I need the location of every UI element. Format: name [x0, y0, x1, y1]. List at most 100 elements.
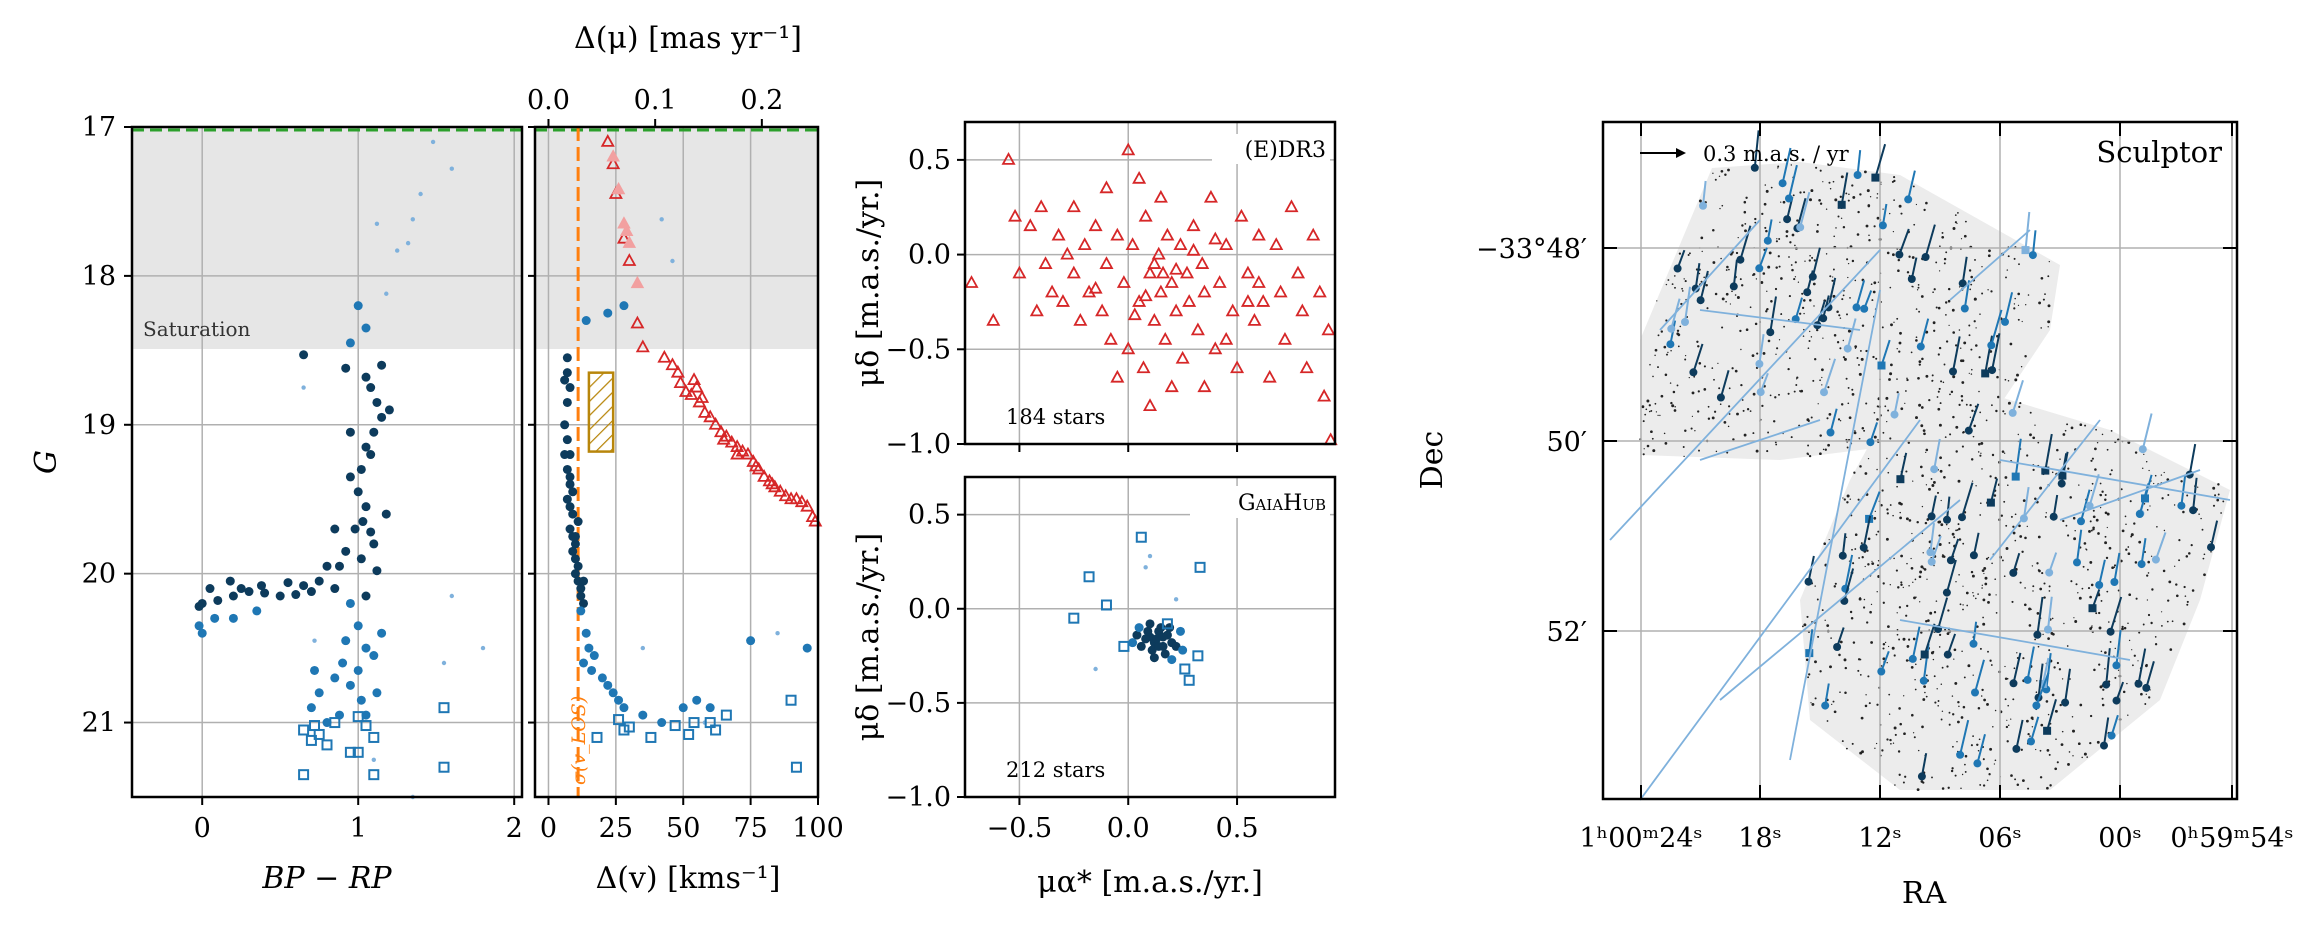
- background-star: [2027, 732, 2030, 736]
- background-star: [2126, 682, 2128, 685]
- background-star: [1979, 454, 1982, 457]
- edr3-point: [1055, 294, 1070, 307]
- pm-vector-square: [2021, 246, 2030, 255]
- velocity-xlabel: Δ(v) [kms⁻¹]: [596, 861, 781, 896]
- cmd-point: [381, 509, 391, 519]
- gaiahub-point: [1068, 612, 1080, 624]
- background-star: [1881, 326, 1884, 329]
- background-star: [1867, 675, 1870, 678]
- pm-vector-head: [1819, 314, 1828, 323]
- background-star: [1905, 614, 1908, 617]
- sigma-label: σ(v_LOS): [568, 696, 590, 785]
- background-star: [2097, 532, 2100, 535]
- pm-vector-head: [1895, 250, 1904, 259]
- pm-vector: [1933, 438, 1941, 470]
- pm-vector-head: [2044, 625, 2052, 634]
- background-star: [1732, 438, 1735, 441]
- pm-vector-head: [1969, 639, 1978, 648]
- pm-vector: [1694, 263, 1701, 289]
- background-star: [1810, 336, 1813, 338]
- background-star: [1958, 403, 1961, 407]
- cmd-point: [345, 338, 355, 348]
- edr3-point: [1034, 199, 1049, 213]
- pm-vector-long: [1899, 619, 2131, 661]
- background-star: [1770, 186, 1773, 189]
- background-star: [1979, 783, 1982, 786]
- background-star: [1978, 390, 1980, 393]
- background-star: [1874, 510, 1876, 513]
- background-star: [2113, 566, 2116, 569]
- pm-vector-head: [2033, 630, 2042, 639]
- background-star: [1939, 456, 1942, 460]
- background-star: [1847, 329, 1851, 333]
- background-star: [1774, 441, 1777, 444]
- background-star: [1913, 223, 1916, 226]
- background-star: [1931, 776, 1933, 779]
- background-star: [2016, 783, 2020, 787]
- background-star: [1940, 380, 1943, 383]
- background-star: [1665, 283, 1668, 286]
- background-star: [2100, 599, 2103, 602]
- pm-vector-head: [1927, 512, 1936, 521]
- gaiahub-point: [1192, 650, 1204, 662]
- pm-vector-square: [1877, 361, 1886, 370]
- velocity-point: [562, 464, 572, 474]
- pm-vector-head: [1973, 759, 1982, 768]
- background-star: [1659, 414, 1661, 417]
- gaiahub-point: [1143, 626, 1153, 636]
- pm-vector: [1976, 733, 1986, 764]
- background-star: [1968, 324, 1971, 327]
- background-star: [1968, 372, 1970, 374]
- pm-vector-square: [1981, 369, 1990, 378]
- background-star: [1869, 196, 1872, 198]
- background-star: [1931, 379, 1934, 382]
- pm-vector: [2180, 475, 2187, 506]
- background-star: [1937, 700, 1940, 702]
- pm-vector-head: [1843, 344, 1852, 353]
- edr3-point: [1001, 152, 1016, 165]
- background-star: [1725, 300, 1727, 303]
- background-star: [2010, 774, 2013, 777]
- background-star: [1974, 597, 1977, 600]
- cmd-point: [260, 588, 270, 598]
- background-star: [2006, 269, 2009, 271]
- background-star: [2005, 547, 2009, 550]
- background-star: [2146, 574, 2149, 577]
- cmd-point: [306, 587, 316, 597]
- background-star: [1951, 532, 1955, 536]
- background-star: [1919, 465, 1923, 469]
- background-star: [2065, 524, 2068, 527]
- gaiahub-point: [1136, 641, 1146, 651]
- background-star: [1952, 745, 1954, 748]
- background-star: [1736, 296, 1740, 299]
- background-star: [2039, 587, 2043, 591]
- pm-vector: [2046, 699, 2057, 732]
- pm-vector-long: [1789, 289, 1881, 761]
- sky-xtick-label: 12ˢ: [1858, 823, 1901, 854]
- background-star: [2074, 529, 2076, 532]
- gaiahub-point: [1128, 638, 1138, 648]
- background-star: [1795, 378, 1798, 380]
- background-star: [1991, 404, 1993, 407]
- background-star: [2047, 304, 2051, 308]
- background-star: [1797, 281, 1800, 283]
- background-star: [1964, 770, 1967, 773]
- edr3-point: [1082, 284, 1097, 298]
- cmd-point: [306, 703, 316, 713]
- pm-vector-long: [1699, 419, 1821, 461]
- background-star: [1673, 275, 1676, 277]
- pm-vector-head: [2106, 627, 2115, 636]
- background-star: [1846, 494, 1850, 498]
- background-star: [1655, 411, 1658, 413]
- background-star: [1955, 581, 1957, 583]
- pm-vector-head: [1716, 393, 1725, 402]
- background-star: [1931, 374, 1934, 377]
- gaiahub-xtick-label: 0.0: [1107, 813, 1150, 844]
- edr3-point: [1284, 199, 1299, 213]
- background-star: [1984, 576, 1988, 580]
- background-star: [2129, 500, 2132, 503]
- background-star: [1847, 402, 1850, 405]
- background-star: [1933, 675, 1936, 678]
- background-star: [1918, 310, 1921, 313]
- pm-vector-head: [2110, 578, 2119, 586]
